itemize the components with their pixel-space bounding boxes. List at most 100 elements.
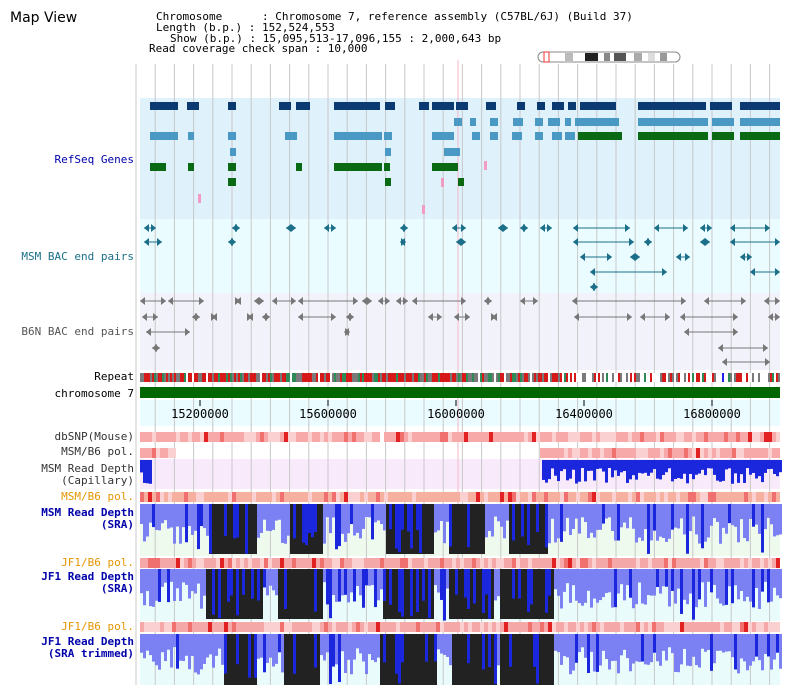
snp-cell — [328, 558, 332, 568]
track-label-jf1-b6-pol-2[interactable]: JF1/B6 pol. — [61, 620, 134, 633]
snp-cell — [212, 492, 216, 502]
depth-bar — [737, 504, 740, 543]
track-label-msm-b6-pol[interactable]: MSM/B6 pol. — [61, 445, 134, 458]
snp-cell — [392, 622, 396, 632]
snp-cell — [164, 558, 168, 568]
snp-cell — [524, 492, 528, 502]
depth-bar — [728, 634, 731, 652]
repeat-segment — [272, 373, 274, 382]
depth-bar — [266, 634, 269, 664]
snp-cell — [612, 558, 616, 568]
snp-cell — [360, 432, 364, 442]
gene-feature — [432, 132, 454, 140]
repeat-segment — [770, 373, 772, 382]
snp-cell — [672, 448, 676, 458]
snp-cell — [620, 622, 624, 632]
depth-bar — [620, 504, 623, 528]
snp-cell — [712, 432, 716, 442]
undefined-end — [144, 224, 149, 232]
depth-bar — [623, 504, 626, 523]
snp-cell — [568, 448, 572, 458]
snp-cell — [564, 622, 568, 632]
snp-cell — [776, 558, 780, 568]
depth-bar — [461, 634, 464, 685]
repeat-segment — [432, 373, 434, 382]
snp-cell — [604, 448, 608, 458]
snp-cell — [596, 448, 600, 458]
track-label-msm-depth-sra[interactable]: MSM Read Depth (SRA) — [41, 506, 134, 531]
snp-cell — [756, 492, 760, 502]
undefined-end — [681, 297, 686, 305]
repeat-segment — [396, 373, 398, 382]
track-label-b6n-bac[interactable]: B6N BAC end pairs — [21, 325, 134, 338]
snp-cell — [540, 432, 544, 442]
repeat-segment — [676, 373, 678, 382]
snp-cell — [140, 622, 144, 632]
depth-bar — [587, 504, 590, 538]
depth-bar — [413, 634, 416, 685]
snp-cell — [468, 492, 472, 502]
depth-bar — [443, 634, 446, 655]
depth-bar — [779, 569, 782, 599]
repeat-segment — [210, 373, 212, 382]
snp-cell — [476, 432, 480, 442]
depth-bar — [620, 460, 623, 473]
depth-bar — [350, 569, 353, 593]
depth-bar — [323, 569, 326, 583]
snp-cell — [268, 432, 272, 442]
track-label-refseq[interactable]: RefSeq Genes — [54, 153, 134, 166]
repeat-segment — [490, 373, 492, 382]
depth-bar — [656, 634, 659, 662]
repeat-segment — [336, 373, 338, 382]
snp-cell — [192, 622, 196, 632]
track-label-jf1-depth-sra[interactable]: JF1 Read Depth (SRA) — [41, 570, 134, 595]
depth-bar — [317, 569, 320, 619]
track-label-jf1-b6-pol[interactable]: JF1/B6 pol. — [61, 556, 134, 569]
repeat-segment — [264, 373, 266, 382]
depth-bar — [722, 634, 725, 653]
depth-bar — [572, 569, 575, 586]
snp-cell — [704, 432, 708, 442]
depth-bar — [761, 634, 764, 671]
depth-bar — [599, 634, 602, 666]
depth-bar — [647, 569, 650, 596]
depth-bar — [263, 634, 266, 673]
track-label-repeat[interactable]: Repeat — [94, 370, 134, 383]
undefined-end — [590, 268, 595, 276]
depth-bar — [773, 569, 776, 588]
snp-cell — [544, 432, 548, 442]
track-label-msm-depth-cap[interactable]: MSM Read Depth (Capillary) — [41, 462, 134, 487]
track-label-jf1-depth-trim[interactable]: JF1 Read Depth (SRA trimmed) — [41, 635, 134, 660]
snp-cell — [144, 492, 148, 502]
depth-bar — [239, 634, 242, 685]
track-label-msm-b6-pol-2[interactable]: MSM/B6 pol. — [61, 490, 134, 503]
repeat-segment — [454, 373, 456, 382]
undefined-end — [349, 313, 354, 321]
undefined-end — [700, 224, 705, 232]
snp-cell — [268, 558, 272, 568]
track-label-dbsnp[interactable]: dbSNP(Mouse) — [54, 430, 134, 443]
depth-bar — [167, 634, 170, 650]
gene-feature — [458, 178, 464, 186]
repeat-segment — [178, 373, 180, 382]
snp-cell — [624, 558, 628, 568]
gene-feature — [432, 163, 458, 171]
depth-bar — [704, 460, 707, 476]
depth-bar — [590, 504, 593, 533]
depth-bar — [623, 460, 626, 472]
repeat-segment — [736, 373, 738, 382]
undefined-end — [730, 224, 735, 232]
repeat-segment — [580, 373, 582, 382]
depth-bar — [722, 569, 725, 606]
depth-bar — [260, 634, 263, 658]
depth-bar — [581, 569, 584, 606]
snp-cell — [412, 558, 416, 568]
depth-bar — [464, 569, 467, 598]
snp-cell — [720, 432, 724, 442]
depth-bar — [302, 569, 305, 619]
depth-bar — [548, 504, 551, 544]
repeat-segment — [164, 373, 166, 382]
repeat-segment — [512, 373, 514, 382]
track-label-msm-bac[interactable]: MSM BAC end pairs — [21, 250, 134, 263]
